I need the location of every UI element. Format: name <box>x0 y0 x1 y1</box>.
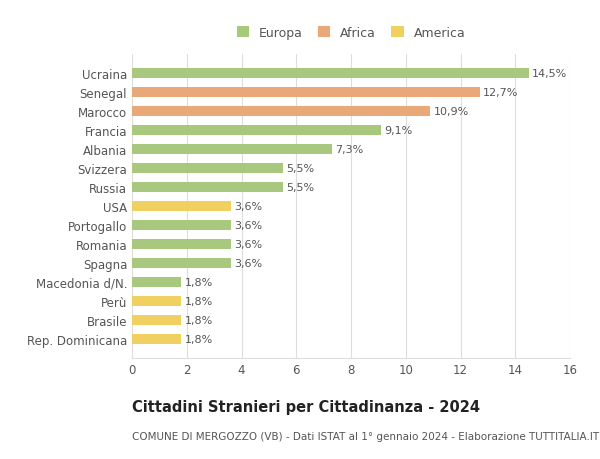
Text: 3,6%: 3,6% <box>234 202 262 212</box>
Bar <box>132 145 332 155</box>
Text: 9,1%: 9,1% <box>385 126 413 136</box>
Bar <box>132 258 230 269</box>
Bar <box>132 239 230 250</box>
Bar <box>132 163 283 174</box>
Bar <box>132 182 283 193</box>
Bar <box>132 334 181 344</box>
Text: 1,8%: 1,8% <box>185 334 213 344</box>
Bar <box>132 296 181 307</box>
Legend: Europa, Africa, America: Europa, Africa, America <box>232 22 470 45</box>
Text: 12,7%: 12,7% <box>483 88 518 98</box>
Text: 1,8%: 1,8% <box>185 296 213 306</box>
Text: 1,8%: 1,8% <box>185 277 213 287</box>
Bar <box>132 315 181 325</box>
Text: 3,6%: 3,6% <box>234 240 262 249</box>
Text: 14,5%: 14,5% <box>532 69 568 79</box>
Text: COMUNE DI MERGOZZO (VB) - Dati ISTAT al 1° gennaio 2024 - Elaborazione TUTTITALI: COMUNE DI MERGOZZO (VB) - Dati ISTAT al … <box>132 431 599 442</box>
Bar <box>132 88 479 98</box>
Bar <box>132 69 529 79</box>
Bar <box>132 126 381 136</box>
Text: 7,3%: 7,3% <box>335 145 364 155</box>
Bar <box>132 202 230 212</box>
Text: 5,5%: 5,5% <box>286 183 314 193</box>
Text: 3,6%: 3,6% <box>234 220 262 230</box>
Bar <box>132 220 230 231</box>
Text: 5,5%: 5,5% <box>286 164 314 174</box>
Bar <box>132 277 181 287</box>
Text: Cittadini Stranieri per Cittadinanza - 2024: Cittadini Stranieri per Cittadinanza - 2… <box>132 399 480 414</box>
Text: 10,9%: 10,9% <box>434 107 469 117</box>
Text: 1,8%: 1,8% <box>185 315 213 325</box>
Text: 3,6%: 3,6% <box>234 258 262 269</box>
Bar <box>132 106 430 117</box>
